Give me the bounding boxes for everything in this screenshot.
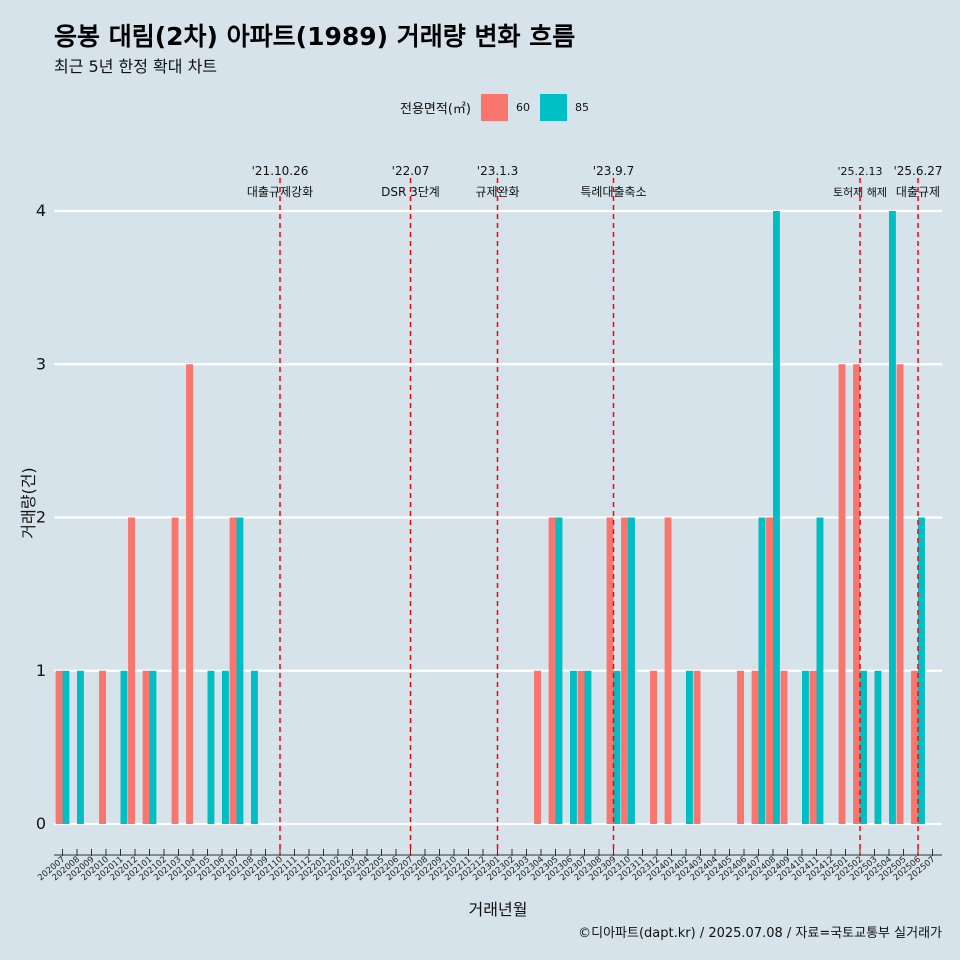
bar	[142, 670, 150, 824]
chart-legend: 전용면적(㎡) 60 85	[400, 93, 599, 121]
annotation-date: '23.1.3	[477, 164, 518, 178]
bar	[686, 670, 693, 824]
legend-label-85: 85	[574, 100, 589, 114]
bar	[548, 517, 556, 824]
source-caption: ©디아파트(dapt.kr) / 2025.07.08 / 자료=국토교통부 실…	[578, 926, 942, 941]
annotation-date: '22.07	[392, 164, 430, 178]
bar	[222, 670, 229, 824]
bar	[577, 670, 585, 824]
y-tick-label: 3	[36, 354, 46, 373]
bar	[751, 670, 759, 824]
bar	[889, 211, 896, 824]
bar	[773, 211, 780, 824]
y-tick-label: 4	[36, 201, 46, 220]
annotation-date: '25.6.27	[893, 164, 942, 178]
bar	[534, 670, 541, 824]
bar	[606, 517, 614, 824]
chart-title: 응봉 대림(2차) 아파트(1989) 거래량 변화 흐름	[54, 22, 576, 51]
y-axis-title: 거래량(건)	[19, 467, 38, 538]
bar	[584, 670, 592, 824]
legend-item-85: 85	[539, 93, 589, 121]
bar	[251, 670, 258, 824]
bar	[802, 670, 809, 824]
bar	[62, 670, 70, 824]
bar	[693, 670, 701, 824]
bar	[664, 517, 672, 824]
bar	[128, 517, 135, 824]
annotation-label: 규제완화	[475, 185, 519, 199]
bar	[236, 517, 244, 824]
bar	[628, 517, 635, 824]
bar	[186, 364, 193, 824]
bar	[766, 517, 773, 824]
bar	[149, 670, 157, 824]
bar	[621, 517, 628, 824]
bar	[838, 364, 846, 824]
annotation-date: '21.10.26	[252, 164, 309, 178]
legend-item-60: 60	[480, 93, 530, 121]
bar	[55, 670, 63, 824]
y-tick-label: 0	[36, 814, 46, 833]
bar	[896, 364, 904, 824]
annotation-label: 토허제 해제	[833, 185, 887, 199]
bar	[860, 670, 867, 824]
bar	[809, 670, 817, 824]
y-tick-label: 2	[36, 508, 46, 527]
bar	[853, 364, 860, 824]
bar	[207, 670, 215, 824]
bar	[874, 670, 882, 824]
legend-swatch-60	[480, 93, 508, 121]
bar	[229, 517, 237, 824]
bar	[918, 517, 925, 824]
annotation-date: '23.9.7	[593, 164, 634, 178]
bar	[77, 670, 84, 824]
bar	[911, 670, 918, 824]
annotation-label: 특례대출축소	[580, 185, 646, 199]
bar	[99, 670, 106, 824]
chart-subtitle: 최근 5년 한정 확대 차트	[54, 57, 218, 76]
bar	[780, 670, 788, 824]
legend-swatch-85	[539, 93, 567, 121]
annotation-date: '25.2.13	[837, 165, 882, 178]
legend-title: 전용면적(㎡)	[400, 101, 471, 117]
annotation-label: 대출규제	[896, 185, 940, 199]
bar	[555, 517, 563, 824]
bar	[120, 670, 128, 824]
legend-label-60: 60	[515, 100, 530, 114]
annotation-label: 대출규제강화	[247, 185, 313, 199]
y-tick-label: 1	[36, 661, 46, 680]
bar	[816, 517, 824, 824]
annotation-label: DSR 3단계	[381, 185, 440, 199]
bar	[737, 670, 744, 824]
bar	[758, 517, 766, 824]
bar	[570, 670, 577, 824]
bar	[171, 517, 179, 824]
bar	[650, 670, 657, 824]
x-axis-title: 거래년월	[469, 900, 528, 919]
bar	[613, 670, 621, 824]
